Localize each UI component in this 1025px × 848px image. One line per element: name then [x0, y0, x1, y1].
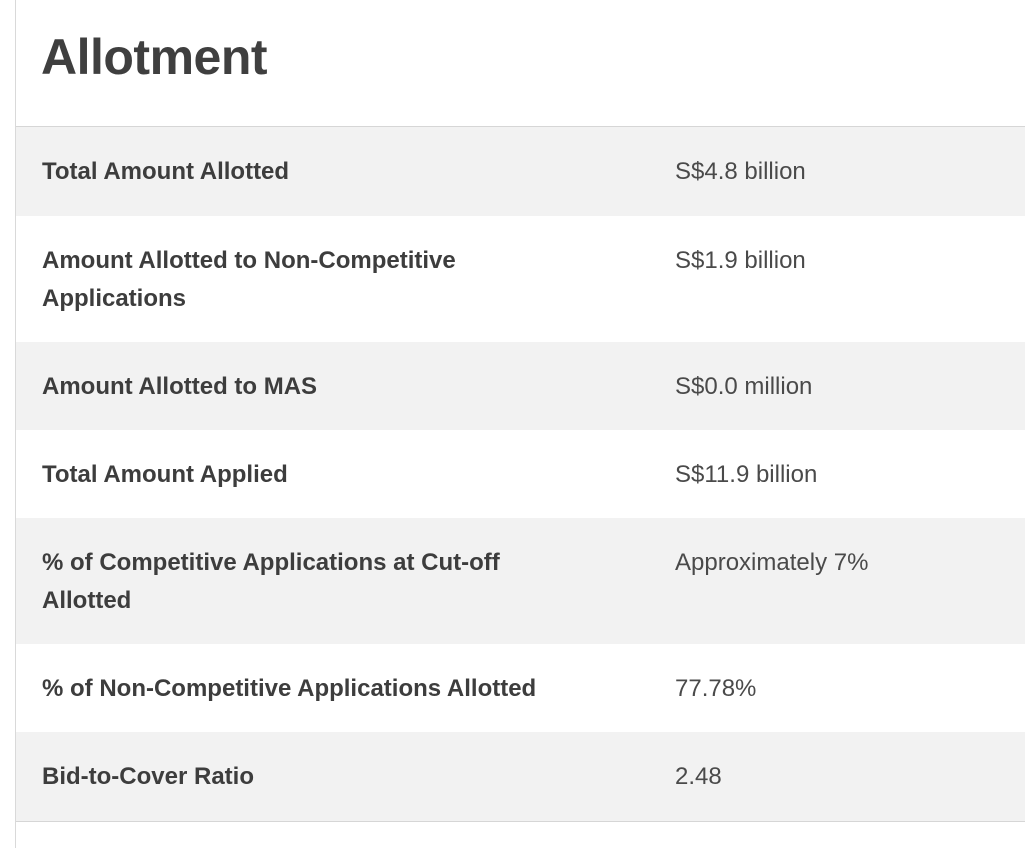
table-row: Total Amount Allotted S$4.8 billion	[16, 127, 1025, 216]
row-value: Approximately 7%	[675, 549, 869, 576]
row-label: Total Amount Allotted	[42, 158, 290, 185]
table-bottom-border	[16, 821, 1025, 822]
row-label: % of Non-Competitive Applications Allott…	[42, 675, 537, 702]
row-label: % of Competitive Applications at Cut-off…	[42, 549, 500, 614]
row-value: 77.78%	[675, 675, 757, 702]
table-row: Amount Allotted to Non-Competitive Appli…	[16, 216, 1025, 342]
row-value: S$0.0 million	[675, 373, 813, 400]
allotment-table: Total Amount Allotted S$4.8 billion Amou…	[16, 126, 1025, 821]
table-row: Amount Allotted to MAS S$0.0 million	[16, 342, 1025, 430]
row-label: Total Amount Applied	[42, 461, 288, 488]
row-label: Bid-to-Cover Ratio	[42, 763, 254, 790]
table-row: % of Competitive Applications at Cut-off…	[16, 518, 1025, 644]
row-label: Amount Allotted to Non-Competitive Appli…	[42, 247, 456, 312]
row-label: Amount Allotted to MAS	[42, 373, 318, 400]
row-value: S$1.9 billion	[675, 247, 806, 274]
table-row: Total Amount Applied S$11.9 billion	[16, 430, 1025, 518]
table-row: % of Non-Competitive Applications Allott…	[16, 644, 1025, 732]
section-title: Allotment	[41, 29, 268, 85]
row-value: S$11.9 billion	[675, 461, 818, 488]
table-row: Bid-to-Cover Ratio 2.48	[16, 732, 1025, 821]
left-border	[15, 0, 16, 848]
row-value: S$4.8 billion	[675, 158, 806, 185]
row-value: 2.48	[675, 763, 722, 790]
